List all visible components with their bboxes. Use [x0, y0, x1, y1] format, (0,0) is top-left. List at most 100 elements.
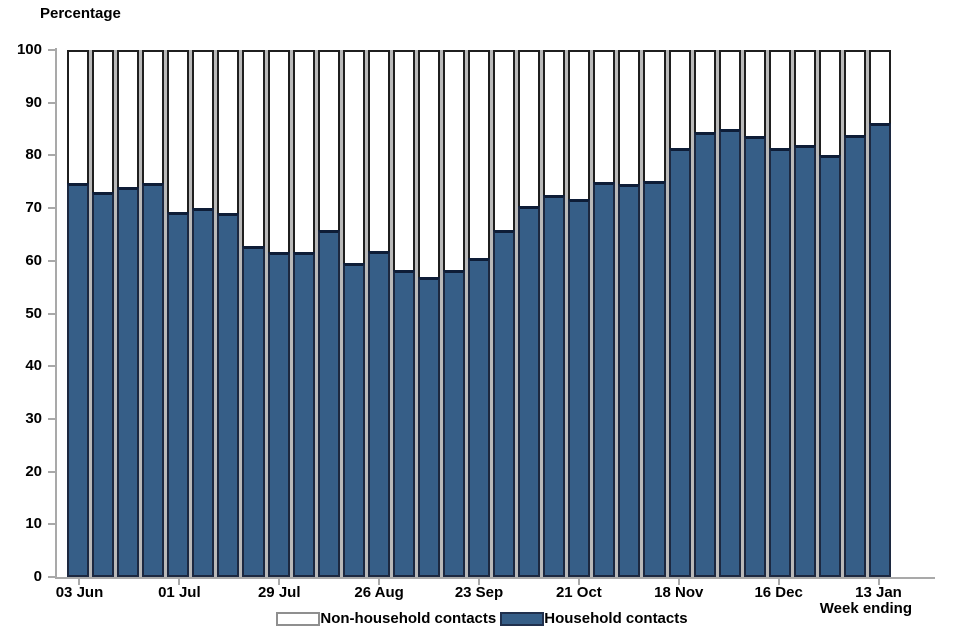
bar-segment-non-household	[493, 50, 516, 231]
y-tick-mark	[48, 523, 56, 526]
week-bar	[292, 50, 315, 577]
x-axis-line	[55, 577, 935, 579]
bar-segment-household	[493, 230, 516, 577]
week-bar	[317, 50, 340, 577]
y-axis-title: Percentage	[40, 5, 121, 22]
bars-area	[67, 50, 892, 577]
bar-segment-household	[342, 263, 365, 577]
y-tick-mark	[48, 417, 56, 420]
week-bar	[518, 50, 541, 577]
x-tick-label: 16 Dec	[754, 584, 803, 601]
bar-segment-non-household	[267, 50, 290, 252]
household-swatch	[500, 611, 545, 626]
week-bar	[167, 50, 190, 577]
bar-segment-household	[367, 251, 390, 577]
bar-segment-non-household	[543, 50, 566, 196]
bar-segment-non-household	[442, 50, 465, 271]
bar-segment-household	[92, 192, 115, 577]
bar-segment-non-household	[693, 50, 716, 132]
x-tick-label: 26 Aug	[354, 584, 404, 601]
y-tick-mark	[48, 312, 56, 315]
x-tick-mark	[677, 579, 680, 585]
bar-segment-household	[618, 184, 641, 577]
x-tick-mark	[777, 579, 780, 585]
bar-segment-household	[743, 136, 766, 577]
bar-segment-household	[167, 211, 190, 577]
y-tick-label: 20	[25, 462, 42, 480]
week-bar	[843, 50, 866, 577]
bar-segment-non-household	[818, 50, 841, 155]
bar-segment-non-household	[192, 50, 215, 209]
y-tick-mark	[48, 101, 56, 104]
x-tick-mark	[877, 579, 880, 585]
y-tick-mark	[48, 154, 56, 157]
bar-segment-household	[292, 251, 315, 577]
non-household-swatch	[276, 611, 321, 626]
y-tick-mark	[48, 259, 56, 262]
bar-segment-household	[392, 270, 415, 577]
bar-segment-household	[718, 129, 741, 577]
x-tick-label: 21 Oct	[555, 584, 602, 601]
week-bar	[142, 50, 165, 577]
legend-entry: Non-household contacts	[272, 610, 496, 627]
bar-segment-non-household	[167, 50, 190, 212]
bar-segment-non-household	[718, 50, 741, 130]
bar-segment-non-household	[242, 50, 265, 246]
x-tick-label: 13 Jan	[855, 584, 902, 601]
week-bar	[117, 50, 140, 577]
bar-segment-household	[468, 258, 491, 577]
week-bar	[417, 50, 440, 577]
week-bar	[793, 50, 816, 577]
x-tick-mark	[478, 579, 480, 585]
week-bar	[568, 50, 591, 577]
week-bar	[593, 50, 616, 577]
y-axis-line	[55, 48, 57, 579]
week-bar	[818, 50, 841, 577]
x-tick-label: 29 Jul	[257, 584, 301, 601]
legend-label: Non-household contacts	[320, 610, 497, 627]
bar-segment-household	[417, 276, 440, 577]
x-tick-label: 03 Jun	[55, 584, 104, 601]
y-tick-mark	[48, 576, 56, 578]
week-bar	[392, 50, 415, 577]
week-bar	[192, 50, 215, 577]
week-bar	[718, 50, 741, 577]
bar-segment-household	[142, 183, 165, 577]
y-tick-label: 10	[25, 515, 42, 533]
x-tick-mark	[577, 579, 580, 585]
bar-segment-non-household	[743, 50, 766, 137]
x-tick-mark	[278, 579, 281, 585]
week-bar	[643, 50, 666, 577]
x-tick-mark	[378, 579, 381, 585]
bar-segment-household	[442, 270, 465, 577]
legend: Non-household contacts Household contacts	[0, 610, 960, 627]
week-bar	[342, 50, 365, 577]
bar-segment-non-household	[468, 50, 491, 259]
week-bar	[743, 50, 766, 577]
bar-segment-non-household	[793, 50, 816, 145]
bar-segment-non-household	[668, 50, 691, 148]
bar-segment-non-household	[292, 50, 315, 252]
week-bar	[217, 50, 240, 577]
week-bar	[242, 50, 265, 577]
bar-segment-non-household	[869, 50, 892, 123]
bar-segment-non-household	[342, 50, 365, 264]
x-tick-label: 18 Nov	[654, 584, 704, 601]
bar-segment-household	[818, 154, 841, 577]
week-bar	[693, 50, 716, 577]
bar-segment-household	[267, 251, 290, 577]
bar-segment-household	[568, 198, 591, 577]
bar-segment-non-household	[593, 50, 616, 183]
week-bar	[367, 50, 390, 577]
week-bar	[869, 50, 892, 577]
x-tick-mark	[78, 579, 81, 585]
bar-segment-non-household	[643, 50, 666, 182]
x-tick-mark	[178, 579, 181, 585]
week-bar	[67, 50, 90, 577]
y-tick-label: 60	[25, 251, 42, 269]
bar-segment-household	[768, 148, 791, 577]
bar-segment-household	[217, 213, 240, 577]
bar-segment-non-household	[568, 50, 591, 199]
bar-segment-non-household	[618, 50, 641, 185]
